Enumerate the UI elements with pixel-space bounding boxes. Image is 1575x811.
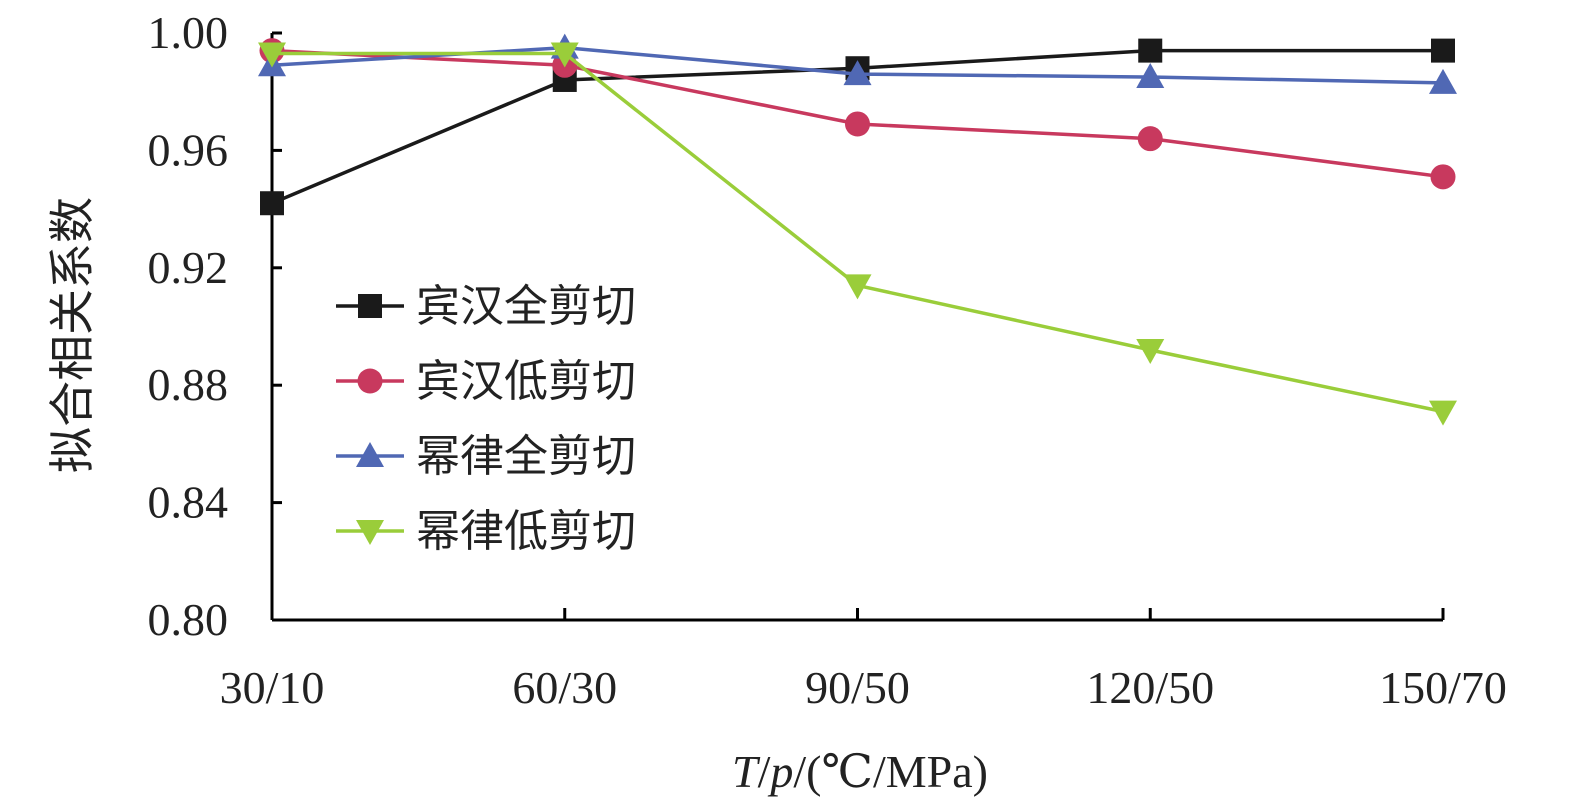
series-4 (258, 42, 1457, 426)
x-axis-label: T/p/(℃/MPa) (732, 746, 988, 797)
legend-label: 幂律全剪切 (416, 432, 636, 481)
series-3 (258, 33, 1457, 94)
data-point (843, 60, 872, 86)
data-point (1137, 126, 1163, 152)
data-point (1430, 164, 1456, 190)
data-point (1429, 68, 1457, 94)
x-axis-sep: / (758, 746, 771, 797)
data-point (1429, 400, 1457, 426)
series-layer (258, 33, 1457, 426)
data-point (1138, 38, 1163, 63)
y-tick-label: 1.00 (148, 7, 229, 58)
x-tick-label: 30/10 (220, 662, 325, 713)
data-point (1136, 63, 1165, 89)
data-point (1431, 38, 1455, 63)
legend-marker (357, 368, 383, 394)
legend-item: 宾汉低剪切 (336, 357, 636, 406)
legend-marker (356, 442, 384, 467)
legend-item: 幂律低剪切 (336, 507, 636, 556)
x-axis-unit: /(℃/MPa) (793, 746, 988, 797)
legend-marker (356, 520, 384, 545)
x-axis-var-p: p (767, 746, 793, 797)
data-point (845, 111, 870, 137)
legend-label: 宾汉低剪切 (416, 357, 636, 406)
legend-item: 宾汉全剪切 (336, 282, 636, 331)
y-tick-label: 0.84 (148, 477, 229, 528)
x-tick-label: 90/50 (805, 662, 910, 713)
x-ticks: 30/10 60/30 90/50 120/50 150/70 (220, 608, 1507, 713)
data-point (260, 191, 284, 216)
x-axis-var-t: T (732, 746, 761, 797)
legend-label: 宾汉全剪切 (416, 282, 636, 331)
x-tick-label: 120/50 (1086, 662, 1214, 713)
data-point (258, 42, 286, 68)
y-ticks: 0.80 0.84 0.88 0.92 0.96 1.00 (148, 7, 282, 645)
legend-marker (358, 294, 382, 318)
y-tick-label: 0.88 (148, 359, 229, 410)
data-point (843, 274, 872, 300)
x-tick-label: 150/70 (1379, 662, 1507, 713)
legend-label: 幂律低剪切 (416, 507, 636, 556)
y-tick-label: 0.80 (148, 594, 229, 645)
y-tick-label: 0.96 (148, 124, 229, 175)
x-tick-label: 60/30 (512, 662, 617, 713)
y-axis-label: 拟合相关系数 (47, 197, 98, 473)
data-point (550, 42, 579, 68)
legend-item: 幂律全剪切 (336, 432, 636, 481)
data-point (1136, 338, 1165, 364)
y-tick-label: 0.92 (148, 242, 229, 293)
